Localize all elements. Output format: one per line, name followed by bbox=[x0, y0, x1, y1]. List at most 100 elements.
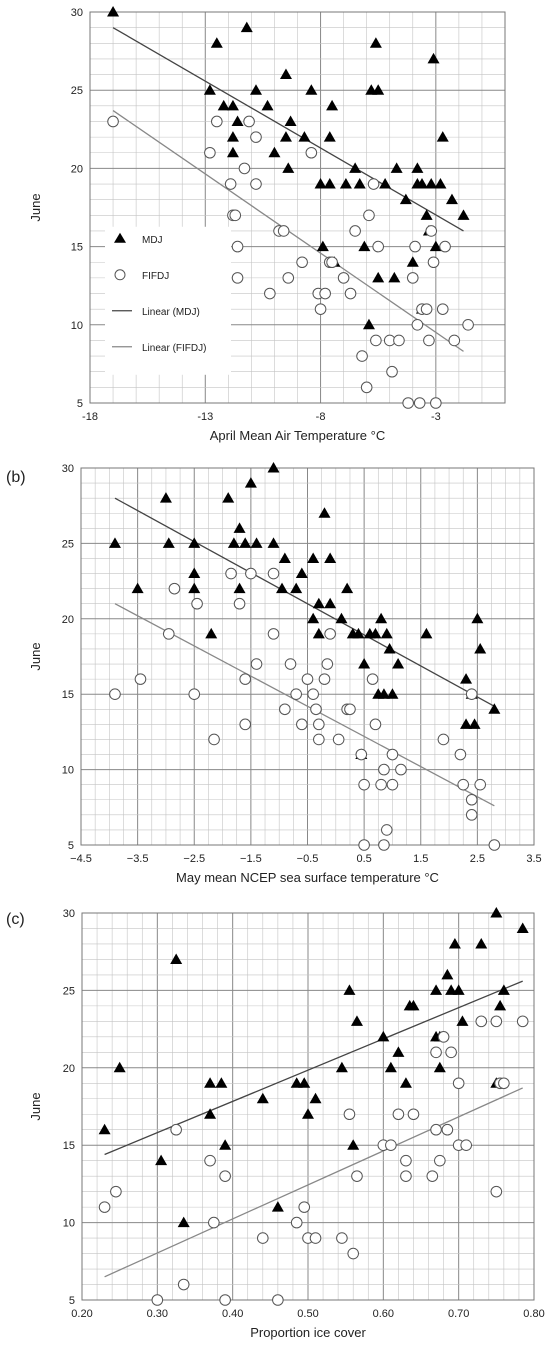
data-point-mdj bbox=[267, 537, 280, 548]
data-point-mdj bbox=[203, 84, 216, 95]
data-point-fifdj bbox=[337, 272, 350, 284]
data-point-mdj bbox=[295, 567, 308, 579]
data-point-fifdj bbox=[498, 1077, 510, 1090]
data-point-fifdj bbox=[243, 115, 255, 128]
data-point-fifdj bbox=[219, 1294, 231, 1306]
data-point-fifdj bbox=[313, 733, 325, 746]
data-point-fifdj bbox=[437, 1031, 450, 1043]
data-point-fifdj bbox=[168, 582, 181, 595]
data-point-fifdj bbox=[343, 1108, 356, 1121]
data-point-mdj bbox=[379, 178, 392, 189]
data-point-fifdj bbox=[208, 733, 220, 746]
data-point-mdj bbox=[312, 597, 325, 609]
data-point-fifdj bbox=[386, 778, 399, 791]
data-point-fifdj bbox=[110, 1185, 122, 1198]
data-point-fifdj bbox=[245, 567, 257, 580]
chart-a: -18 -13 -8 -3 5 10 15 20 25 30 April Mean Air Temp… bbox=[28, 6, 506, 443]
data-point-fifdj bbox=[219, 1170, 231, 1182]
data-point-fifdj bbox=[208, 1216, 220, 1229]
x-tick-label: -8 bbox=[316, 411, 326, 423]
data-point-fifdj bbox=[434, 1154, 446, 1167]
data-point-fifdj bbox=[363, 209, 375, 222]
data-point-mdj bbox=[448, 937, 461, 949]
data-point-fifdj bbox=[290, 1216, 303, 1229]
legend-marker-mdj bbox=[114, 232, 126, 243]
data-point-mdj bbox=[217, 99, 230, 111]
data-point-fifdj bbox=[298, 1201, 311, 1213]
data-point-fifdj bbox=[402, 397, 414, 409]
data-point-fifdj bbox=[465, 688, 478, 701]
data-point-mdj bbox=[188, 582, 201, 594]
data-point-mdj bbox=[369, 37, 382, 48]
data-point-fifdj bbox=[420, 303, 433, 315]
x-tick-label: −1.5 bbox=[240, 853, 262, 865]
data-point-mdj bbox=[290, 582, 303, 594]
data-point-mdj bbox=[324, 597, 337, 609]
data-point-fifdj bbox=[267, 567, 280, 580]
data-point-fifdj bbox=[452, 1077, 465, 1090]
data-point-mdj bbox=[279, 68, 292, 80]
data-point-mdj bbox=[380, 627, 393, 639]
data-point-mdj bbox=[226, 99, 239, 111]
x-tick-label: 0.70 bbox=[448, 1308, 469, 1320]
data-point-mdj bbox=[267, 462, 280, 473]
data-point-fifdj bbox=[413, 397, 426, 409]
x-tick-label: −0.5 bbox=[297, 853, 319, 865]
data-point-fifdj bbox=[380, 824, 393, 836]
data-point-mdj bbox=[349, 162, 362, 173]
data-point-mdj bbox=[305, 84, 318, 95]
y-tick-label: 30 bbox=[71, 7, 83, 19]
data-point-fifdj bbox=[211, 115, 223, 128]
data-point-mdj bbox=[307, 612, 320, 624]
data-point-fifdj bbox=[355, 748, 368, 761]
data-point-mdj bbox=[323, 131, 336, 142]
data-point-fifdj bbox=[411, 319, 424, 331]
x-tick-label: 0.30 bbox=[147, 1308, 168, 1320]
data-point-fifdj bbox=[332, 733, 345, 746]
x-tick-label: 0.20 bbox=[71, 1308, 92, 1320]
x-tick-label: -13 bbox=[197, 411, 213, 423]
data-point-fifdj bbox=[372, 240, 384, 253]
data-point-fifdj bbox=[264, 287, 276, 300]
data-point-fifdj bbox=[366, 673, 379, 685]
grid bbox=[81, 912, 535, 1301]
data-point-mdj bbox=[411, 162, 424, 173]
x-tick-label: −3.5 bbox=[127, 853, 149, 865]
data-point-fifdj bbox=[267, 628, 280, 640]
data-point-mdj bbox=[445, 193, 458, 205]
data-point-fifdj bbox=[385, 1139, 397, 1151]
data-point-fifdj bbox=[475, 1015, 488, 1028]
legend-background bbox=[105, 226, 231, 375]
data-point-fifdj bbox=[188, 688, 201, 701]
data-point-mdj bbox=[375, 612, 388, 624]
data-point-fifdj bbox=[351, 1170, 363, 1182]
data-point-mdj bbox=[494, 999, 507, 1011]
data-point-mdj bbox=[474, 642, 487, 654]
series-mdj bbox=[98, 907, 529, 1228]
data-point-mdj bbox=[177, 1216, 190, 1228]
data-point-mdj bbox=[390, 162, 403, 173]
data-point-mdj bbox=[98, 1123, 111, 1135]
y-tick-label: 10 bbox=[71, 320, 83, 332]
data-point-fifdj bbox=[490, 1015, 503, 1028]
data-point-mdj bbox=[335, 612, 348, 624]
data-point-mdj bbox=[271, 1201, 284, 1212]
data-point-fifdj bbox=[430, 397, 442, 409]
data-point-fifdj bbox=[369, 718, 382, 731]
data-point-fifdj bbox=[427, 256, 440, 269]
data-point-fifdj bbox=[516, 1015, 529, 1028]
data-point-mdj bbox=[244, 477, 257, 488]
data-point-fifdj bbox=[490, 1185, 503, 1198]
data-point-fifdj bbox=[233, 597, 246, 610]
series-mdj bbox=[107, 6, 470, 330]
data-point-mdj bbox=[131, 582, 144, 594]
data-point-mdj bbox=[433, 1061, 446, 1073]
x-tick-label: −2.5 bbox=[183, 853, 205, 865]
y-tick-label: 5 bbox=[77, 398, 83, 410]
x-tick-label: 2.5 bbox=[470, 853, 485, 865]
data-point-mdj bbox=[108, 537, 121, 548]
y-tick-label: 20 bbox=[71, 163, 83, 175]
data-point-mdj bbox=[497, 984, 510, 995]
data-point-mdj bbox=[468, 718, 481, 729]
data-point-fifdj bbox=[360, 381, 373, 394]
